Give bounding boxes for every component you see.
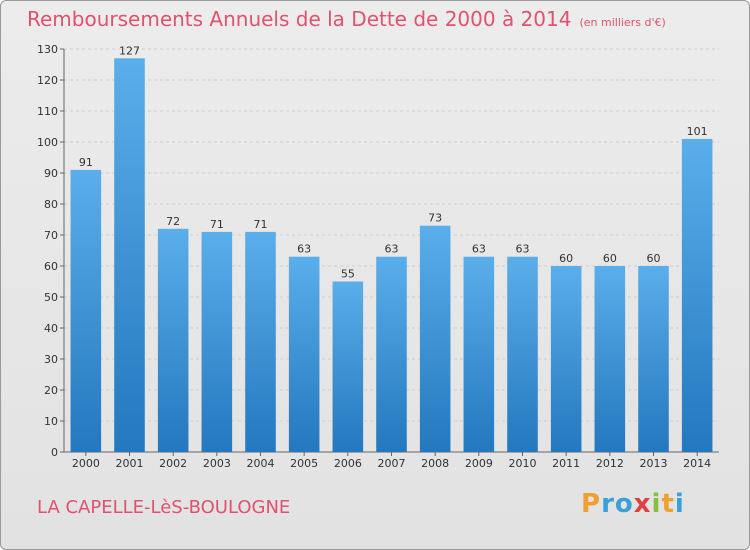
value-labels: 91 127 72 71 71 63 55 63 73 63 63 60 60 60 101 — [79, 44, 708, 280]
value-label-2012: 60 — [603, 252, 617, 265]
bar-2012 — [594, 266, 626, 452]
x-tick-label-2007: 2007 — [378, 457, 406, 470]
value-label-2005: 63 — [297, 243, 311, 256]
y-tick-label: 50 — [44, 291, 58, 304]
chart-title: Remboursements Annuels de la Dette de 20… — [27, 7, 666, 31]
x-tick-label-2005: 2005 — [290, 457, 318, 470]
value-label-2011: 60 — [559, 252, 573, 265]
bar-2003 — [201, 231, 233, 452]
brand-logo[interactable]: Proxiti — [581, 489, 685, 519]
bar-2006 — [332, 281, 364, 452]
y-tick-label: 120 — [37, 74, 58, 87]
bar-2004 — [245, 231, 276, 452]
bar-2011 — [550, 266, 582, 452]
bar-2005 — [288, 256, 320, 452]
y-tick-label: 40 — [44, 322, 58, 335]
x-tick-label-2004: 2004 — [247, 457, 275, 470]
x-tick-label-2009: 2009 — [465, 457, 493, 470]
chart-title-text: Remboursements Annuels de la Dette de 20… — [27, 7, 572, 31]
value-label-2007: 63 — [385, 243, 399, 256]
x-tick-label-2006: 2006 — [334, 457, 362, 470]
x-tick-label-2012: 2012 — [596, 457, 624, 470]
bar-2013 — [638, 266, 669, 452]
x-tick-label-2008: 2008 — [421, 457, 449, 470]
y-tick-label: 90 — [44, 167, 58, 180]
y-tick-label: 70 — [44, 229, 58, 242]
value-label-2008: 73 — [428, 212, 442, 225]
bar-2002 — [157, 228, 189, 452]
bar-2008 — [419, 225, 451, 452]
value-label-2013: 60 — [647, 252, 661, 265]
bar-2001 — [114, 58, 145, 453]
bar-2009 — [463, 256, 495, 452]
bar-2007 — [376, 256, 407, 452]
x-tick-label-2011: 2011 — [552, 457, 580, 470]
y-tick-label: 60 — [44, 260, 58, 273]
x-tick-label-2000: 2000 — [72, 457, 100, 470]
y-tick-label: 10 — [44, 415, 58, 428]
x-tick-label-2010: 2010 — [509, 457, 537, 470]
bar-2014 — [681, 138, 713, 452]
y-tick-labels: 0 10 20 30 40 50 60 70 80 90 100 110 120 130 — [37, 43, 58, 459]
value-label-2014: 101 — [687, 125, 708, 138]
value-label-2010: 63 — [516, 243, 530, 256]
bar-2000 — [70, 169, 102, 452]
x-tick-label-2002: 2002 — [159, 457, 187, 470]
bar-2010 — [507, 256, 538, 452]
y-tick-label: 20 — [44, 384, 58, 397]
y-tick-label: 0 — [51, 446, 58, 459]
value-label-2002: 72 — [166, 215, 180, 228]
y-tick-label: 110 — [37, 105, 58, 118]
chart-subtitle: (en milliers d'€) — [579, 16, 666, 29]
bars — [70, 58, 713, 453]
y-tick-label: 130 — [37, 43, 58, 56]
value-label-2000: 91 — [79, 156, 93, 169]
x-tick-labels: 2000 2001 2002 2003 2004 2005 2006 2007 2008 2009… — [72, 457, 711, 470]
y-tick-label: 100 — [37, 136, 58, 149]
x-tick-label-2001: 2001 — [116, 457, 144, 470]
y-tick-label: 80 — [44, 198, 58, 211]
value-label-2003: 71 — [210, 218, 224, 231]
x-tick-label-2014: 2014 — [683, 457, 711, 470]
value-label-2004: 71 — [254, 218, 268, 231]
value-label-2006: 55 — [341, 268, 355, 281]
location-label: LA CAPELLE-LèS-BOULOGNE — [37, 497, 291, 518]
y-tick-label: 30 — [44, 353, 58, 366]
x-tick-label-2013: 2013 — [640, 457, 668, 470]
x-tick-label-2003: 2003 — [203, 457, 231, 470]
value-label-2009: 63 — [472, 243, 486, 256]
value-label-2001: 127 — [119, 44, 140, 57]
